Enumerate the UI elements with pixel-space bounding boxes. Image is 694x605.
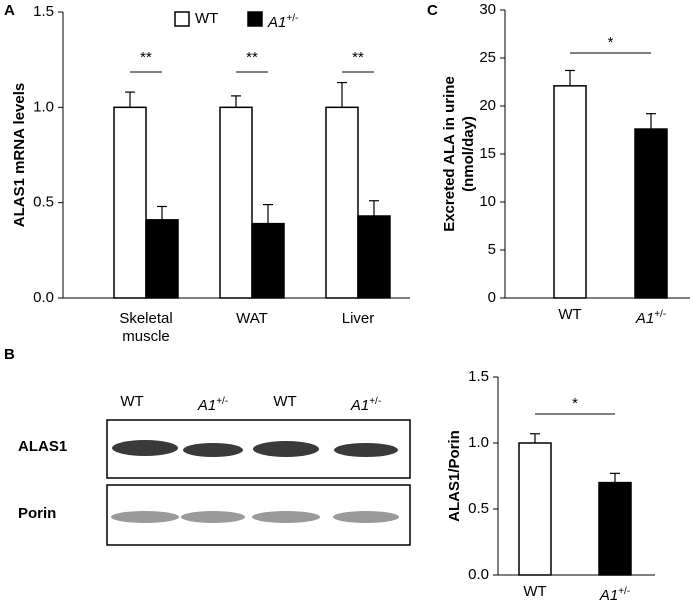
significance-label: **	[246, 49, 258, 66]
significance-label: *	[572, 395, 578, 412]
panel-letter: A	[4, 2, 15, 19]
blot-row-label: Porin	[18, 505, 57, 522]
y-tick-label: 0	[488, 289, 496, 306]
blot-bands	[111, 511, 399, 523]
x-tick-label: WAT	[236, 310, 268, 327]
x-tick-label: Liver	[341, 310, 375, 327]
bar	[113, 106, 147, 299]
bar	[553, 85, 587, 299]
y-axis-label: (nmol/day)	[460, 116, 477, 192]
blot-row-label: ALAS1	[18, 438, 68, 455]
bar	[598, 481, 632, 576]
bar	[325, 106, 359, 299]
y-tick-label: 1.5	[468, 368, 489, 385]
lane-label: WT	[273, 393, 297, 410]
x-tick-label: WT	[523, 583, 547, 600]
panel-letter: C	[427, 2, 438, 19]
y-axis-label: ALAS1/Porin	[446, 430, 463, 522]
blot-bands	[112, 440, 398, 457]
bar	[251, 222, 285, 299]
y-tick-label: 1.5	[33, 3, 54, 20]
bar	[219, 106, 253, 299]
y-tick-label: 0.5	[468, 500, 489, 517]
legend-label: WT	[195, 10, 219, 27]
y-tick-label: 15	[479, 145, 496, 162]
bar	[518, 442, 552, 576]
x-tick-label: WT	[558, 306, 582, 323]
y-tick-label: 5	[488, 241, 496, 258]
x-tick-label: Skeletal muscle	[119, 310, 173, 345]
bar	[357, 215, 391, 299]
legend-swatch	[247, 11, 263, 27]
y-tick-label: 0.0	[33, 289, 54, 306]
lane-label: A1+/-	[350, 396, 382, 414]
bar	[145, 219, 179, 299]
y-tick-label: 25	[479, 49, 496, 66]
legend-label: A1+/-	[268, 13, 299, 31]
y-tick-label: 10	[479, 193, 496, 210]
significance-label: **	[140, 49, 152, 66]
y-tick-label: 20	[479, 97, 496, 114]
y-tick-label: 0.0	[468, 566, 489, 583]
x-tick-label: A1+/-	[599, 586, 631, 604]
x-tick-label: A1+/-	[635, 309, 667, 327]
panel-letter: B	[4, 346, 15, 363]
y-tick-label: 1.0	[468, 434, 489, 451]
y-tick-label: 1.0	[33, 98, 54, 115]
significance-label: *	[608, 34, 614, 51]
y-tick-label: 30	[479, 1, 496, 18]
bar	[634, 128, 668, 299]
y-axis-label: ALAS1 mRNA levels	[11, 83, 28, 228]
y-axis-label: Excreted ALA in urine	[441, 76, 458, 232]
significance-label: **	[352, 49, 364, 66]
legend-swatch	[174, 11, 190, 27]
lane-label: WT	[120, 393, 144, 410]
lane-label: A1+/-	[197, 396, 229, 414]
y-tick-label: 0.5	[33, 194, 54, 211]
